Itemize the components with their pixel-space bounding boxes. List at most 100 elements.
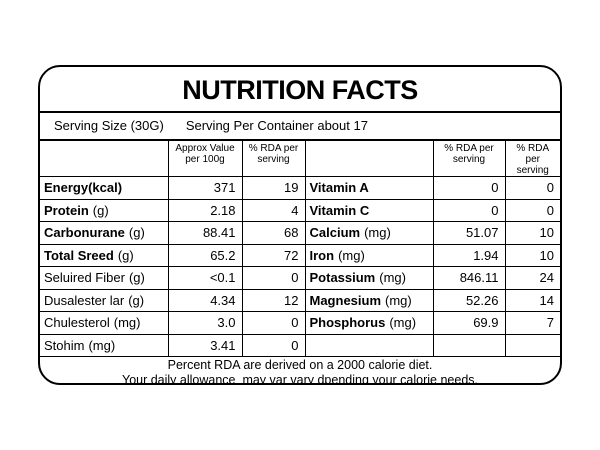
nutrient-name: Vitamin C (309, 202, 370, 218)
header-cell: % RDA per serving (241, 140, 306, 177)
nutrient-label: Energy(kcal) (40, 176, 169, 200)
header-cell: % RDA per serving (432, 140, 506, 177)
nutrient-label: Vitamin A (304, 176, 434, 200)
header-cell (304, 140, 434, 177)
rda: 72 (241, 243, 306, 267)
nutrient-name: Dusalester lar (44, 292, 125, 308)
nutrient-unit: (mg) (364, 225, 391, 241)
footer: Percent RDA are derived on a 2000 calori… (40, 357, 560, 385)
nutrition-label: NUTRITION FACTS Serving Size (30G) Servin… (38, 65, 562, 385)
nutrient-unit: (g) (128, 270, 145, 286)
nutrient-unit: (g) (92, 202, 109, 218)
nutrient-label: Calcium (mg) (304, 221, 434, 245)
header-cell: % RDA per serving (504, 140, 560, 177)
nutrient-name: Energy(kcal) (44, 180, 123, 196)
empty-cell (432, 333, 506, 357)
header-row: Approx Value per 100g% RDA per serving% … (40, 140, 560, 177)
footer-line: Percent RDA are derived on a 2000 calori… (167, 358, 433, 372)
amount: 371 (167, 176, 243, 200)
serving-size: Serving Size (30G) (54, 118, 164, 133)
nutrient-name: Stohim (44, 337, 85, 353)
rda: 10 (504, 221, 560, 245)
nutrient-label: Magnesium (mg) (304, 288, 434, 312)
rda: 0 (241, 266, 306, 290)
nutrient-label: Carbonurane (g) (40, 221, 169, 245)
amount: 65.2 (167, 243, 243, 267)
nutrient-name: Calcium (309, 225, 361, 241)
nutrient-label: Stohim (mg) (40, 333, 169, 357)
nutrient-name: Phosphorus (309, 315, 386, 331)
amount: 52.26 (432, 288, 506, 312)
nutrient-name: Chulesterol (44, 315, 110, 331)
rda: 14 (504, 288, 560, 312)
header-cell (40, 140, 169, 177)
nutrient-label: Phosphorus (mg) (304, 311, 434, 335)
amount: 69.9 (432, 311, 506, 335)
amount: 3.41 (167, 333, 243, 357)
nutrient-label: Chulesterol (mg) (40, 311, 169, 335)
amount: 0 (432, 198, 506, 222)
nutrient-row: Dusalester lar (g) 4.34 12 Magnesium (mg) 52.2… (40, 288, 560, 312)
nutrient-unit: (mg) (113, 315, 141, 331)
rda: 10 (504, 243, 560, 267)
nutrient-unit: (g) (117, 247, 134, 263)
rda: 0 (241, 311, 306, 335)
amount: 1.94 (432, 243, 506, 267)
nutrient-name: Seluired Fiber (44, 270, 125, 286)
rda: 24 (504, 266, 560, 290)
servings-per-container: Serving Per Container about 17 (185, 118, 368, 133)
nutrient-unit: (mg) (385, 292, 412, 308)
empty-cell (304, 333, 434, 357)
amount: <0.1 (167, 266, 243, 290)
nutrient-label: Total Sreed (g) (40, 243, 169, 267)
nutrient-unit: (g) (128, 292, 145, 308)
amount: 4.34 (167, 288, 243, 312)
nutrient-row: Seluired Fiber (g) <0.1 0 Potassium (mg) 846.1… (40, 266, 560, 290)
footer-line: Your daily allowance may var vary dpendi… (122, 373, 478, 385)
nutrient-label: Iron (mg) (304, 243, 434, 267)
nutrient-row: Carbonurane (g) 88.41 68 Calcium (mg) 51.07 10 (40, 221, 560, 245)
rda: 7 (504, 311, 560, 335)
amount: 846.11 (432, 266, 506, 290)
amount: 2.18 (167, 198, 243, 222)
title: NUTRITION FACTS (40, 67, 560, 113)
rda: 4 (241, 198, 306, 222)
empty-cell (504, 333, 560, 357)
nutrient-unit: (mg) (88, 337, 116, 353)
rda: 12 (241, 288, 306, 312)
nutrient-name: Iron (309, 247, 335, 263)
nutrient-name: Potassium (309, 270, 376, 286)
rda: 68 (241, 221, 306, 245)
rda: 0 (504, 198, 560, 222)
nutrient-unit: (g) (128, 225, 145, 241)
nutrient-unit: (mg) (379, 270, 406, 286)
nutrient-unit: (mg) (338, 247, 365, 263)
nutrient-row: Chulesterol (mg) 3.0 0 Phosphorus (mg) 69.9 7 (40, 311, 560, 335)
amount: 88.41 (167, 221, 243, 245)
rda: 0 (504, 176, 560, 200)
amount: 3.0 (167, 311, 243, 335)
serving-row: Serving Size (30G) Serving Per Container … (40, 113, 560, 140)
header-cell: Approx Value per 100g (167, 140, 243, 177)
nutrient-name: Protein (44, 202, 89, 218)
nutrient-unit: (mg) (389, 315, 417, 331)
rda: 0 (241, 333, 306, 357)
nutrient-row: Stohim (mg) 3.41 0 (40, 333, 560, 357)
nutrient-label: Potassium (mg) (304, 266, 434, 290)
nutrition-table: Approx Value per 100g% RDA per serving% … (40, 140, 560, 357)
nutrient-label: Dusalester lar (g) (40, 288, 169, 312)
nutrient-name: Carbonurane (44, 225, 125, 241)
nutrient-label: Vitamin C (304, 198, 434, 222)
nutrient-name: Total Sreed (44, 247, 114, 263)
nutrient-label: Protein (g) (40, 198, 169, 222)
nutrient-row: Total Sreed (g) 65.2 72 Iron (mg) 1.94 10 (40, 243, 560, 267)
nutrient-name: Magnesium (309, 292, 382, 308)
nutrient-name: Vitamin A (309, 180, 369, 196)
rda: 19 (241, 176, 306, 200)
nutrient-label: Seluired Fiber (g) (40, 266, 169, 290)
amount: 0 (432, 176, 506, 200)
amount: 51.07 (432, 221, 506, 245)
